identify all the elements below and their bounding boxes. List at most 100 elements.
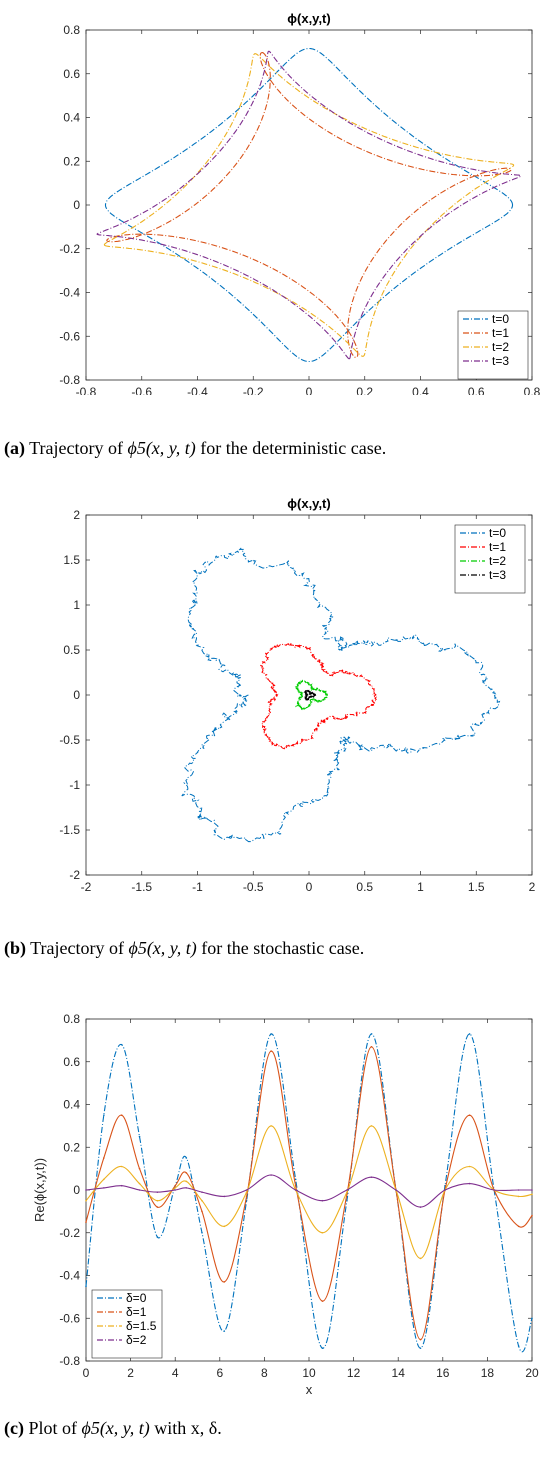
- 0-xtick-label: -0.4: [187, 385, 208, 395]
- 0-plot-area: [85, 29, 533, 381]
- 2-ytick-label: 0.2: [63, 1140, 80, 1154]
- caption-b: (b) Trajectory of ϕ5(x, y, t) for the st…: [4, 938, 544, 959]
- 2-series-line: [85, 1046, 533, 1341]
- 1-xtick-label: -2: [81, 880, 92, 894]
- 2-data-point: [419, 1338, 422, 1341]
- 0-ytick-label: -0.6: [59, 329, 80, 343]
- 2-data-point: [120, 1165, 123, 1168]
- caption-a-suffix: for the deterministic case.: [195, 438, 387, 458]
- 1-ytick-label: 0: [73, 688, 80, 702]
- 2-data-point: [531, 1193, 533, 1196]
- 2-data-point: [370, 1176, 373, 1178]
- 2-ytick-label: -0.2: [59, 1226, 80, 1240]
- 2-data-point: [156, 1236, 159, 1238]
- 2-data-point: [370, 1033, 373, 1035]
- 1-xtick-label: 0: [306, 880, 313, 894]
- 2-data-point: [223, 1225, 226, 1228]
- 1-ytick-label: 1.5: [63, 553, 80, 567]
- caption-c: (c) Plot of ϕ5(x, y, t) with x, δ.: [4, 1418, 544, 1439]
- 2-ytick-label: -0.4: [59, 1269, 80, 1283]
- 1-legend-box: [454, 524, 526, 594]
- 1-ytick-label: 1: [73, 598, 80, 612]
- caption-b-prefix: Trajectory of: [26, 938, 129, 958]
- 2-data-point: [103, 1114, 105, 1116]
- 0-ytick-label: -0.4: [59, 286, 80, 300]
- 1-ytick-label: -1.5: [59, 823, 80, 837]
- 2-data-point: [270, 1125, 272, 1127]
- 2-x-axis-label: x: [306, 1382, 313, 1397]
- 2-data-point: [370, 1125, 373, 1127]
- 0-legend-box: [457, 310, 529, 380]
- 2-data-point: [419, 1206, 422, 1208]
- chart-b-stochastic-trajectory: -2 -1.5 -1 -0.5 0 0.5 1 1.5 2 -2 -1.5 -1 -0.5 0 0.5 1 1.…: [59, 496, 536, 894]
- 2-ytick-label: 0.6: [63, 1055, 80, 1069]
- 1-xtick-label: 1.5: [468, 880, 485, 894]
- 2-data-point: [120, 1184, 123, 1187]
- 0-xtick-label: -0.6: [131, 385, 152, 395]
- caption-c-prefix: Plot of: [23, 1418, 82, 1438]
- 2-data-point: [321, 1199, 324, 1202]
- caption-a-math: ϕ5(x, y, t): [127, 438, 196, 458]
- 2-data-point: [138, 1135, 141, 1138]
- 2-xtick-label: 12: [347, 1366, 361, 1380]
- 2-data-point: [346, 1199, 348, 1202]
- 2-data-point: [223, 1330, 226, 1332]
- 2-data-point: [468, 1165, 471, 1168]
- 2-xtick-label: 18: [481, 1366, 495, 1380]
- 1-series-line: [181, 547, 501, 843]
- chart-c-real-part-plot: 0 2 4 6 8 10 12 14 16 18 20 -0.8 -0.6 -0.4 -0.2 0 0.2 0.4…: [32, 1012, 539, 1397]
- 2-data-point: [517, 1225, 520, 1228]
- 2-data-point: [531, 1317, 533, 1320]
- 0-xtick-label: 0.8: [524, 385, 541, 395]
- 2-data-point: [156, 1206, 159, 1208]
- 2-data-point: [294, 1189, 297, 1191]
- 2-data-point: [346, 1191, 348, 1193]
- 2-data-point: [321, 1231, 324, 1234]
- 2-xtick-label: 14: [392, 1366, 406, 1380]
- 2-data-point: [370, 1045, 373, 1048]
- caption-b-letter: (b): [4, 938, 26, 958]
- 0-ytick-label: 0.6: [63, 67, 80, 81]
- 0-chart-title: ϕ(x,y,t): [287, 11, 330, 26]
- 0-legend-label: t=3: [492, 354, 509, 368]
- 2-xtick-label: 2: [127, 1366, 134, 1380]
- caption-c-math: ϕ5(x, y, t): [81, 1418, 150, 1438]
- 2-data-point: [138, 1189, 141, 1191]
- 2-ytick-label: 0: [73, 1183, 80, 1197]
- 2-data-point: [103, 1178, 105, 1181]
- 1-ytick-label: 2: [73, 508, 80, 522]
- 2-legend-label: δ=0: [126, 1291, 147, 1305]
- 0-xtick-label: -0.2: [243, 385, 264, 395]
- 2-data-point: [223, 1195, 226, 1198]
- 2-ytick-label: -0.8: [59, 1354, 80, 1368]
- 0-ytick-label: 0: [73, 198, 80, 212]
- 2-data-point: [468, 1182, 471, 1185]
- 0-ytick-label: 0.8: [63, 23, 80, 37]
- 1-ytick-label: 0.5: [63, 643, 80, 657]
- 2-data-point: [270, 1050, 272, 1052]
- 2-data-point: [85, 1189, 87, 1191]
- 1-xtick-label: 2: [529, 880, 536, 894]
- 2-ytick-label: 0.4: [63, 1098, 80, 1112]
- 2-y-axis-label: Re(ϕ(x,y,t)): [32, 1158, 47, 1222]
- 1-legend-label: t=0: [489, 526, 506, 540]
- caption-c-letter: (c): [4, 1418, 24, 1438]
- 0-legend-label: t=0: [492, 312, 509, 326]
- 1-chart-title: ϕ(x,y,t): [287, 496, 330, 511]
- 2-data-point: [517, 1189, 520, 1191]
- 2-data-point: [185, 1157, 188, 1159]
- caption-a-letter: (a): [4, 438, 25, 458]
- 2-ytick-label: -0.6: [59, 1311, 80, 1325]
- 1-series-line: [303, 689, 317, 701]
- 1-ytick-label: -2: [69, 868, 80, 882]
- chart-a-deterministic-trajectory: -0.8 -0.6 -0.4 -0.2 0 0.2 0.4 0.6 0.8 -0.8 -0.6 -0.…: [59, 11, 541, 395]
- 2-data-point: [103, 1157, 105, 1159]
- 2-data-point: [85, 1285, 87, 1287]
- 2-data-point: [85, 1199, 87, 1202]
- 2-data-point: [201, 1231, 203, 1234]
- 2-legend-label: δ=1.5: [126, 1319, 157, 1333]
- 0-series-line: [104, 47, 514, 363]
- 0-legend-label: t=1: [492, 326, 509, 340]
- caption-a-prefix: Trajectory of: [25, 438, 128, 458]
- caption-b-suffix: for the stochastic case.: [196, 938, 365, 958]
